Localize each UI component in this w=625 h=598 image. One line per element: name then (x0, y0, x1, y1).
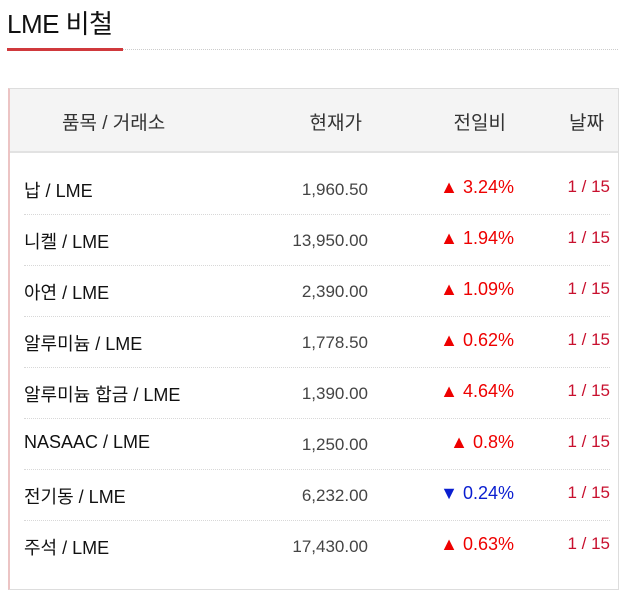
item-name: 알루미늄 / LME (24, 334, 143, 354)
change-value: ▲ 1.09% (440, 279, 514, 300)
change-value: ▲ 3.24% (440, 177, 514, 198)
triangle-up-icon: ▲ (440, 228, 458, 248)
date: 1 / 15 (567, 432, 610, 451)
table-row: 주석 / LME 17,430.00 ▲ 0.63% 1 / 15 (24, 520, 610, 571)
table-row: 아연 / LME 2,390.00 ▲ 1.09% 1 / 15 (24, 265, 610, 317)
change-percent: 1.94% (462, 228, 514, 248)
title-underline (7, 48, 123, 51)
date: 1 / 15 (567, 534, 610, 553)
triangle-up-icon: ▲ (440, 381, 458, 401)
table-row: 알루미늄 / LME 1,778.50 ▲ 0.62% 1 / 15 (24, 316, 610, 368)
table-row: 알루미늄 합금 / LME 1,390.00 ▲ 4.64% 1 / 15 (24, 367, 610, 419)
triangle-up-icon: ▲ (440, 330, 458, 350)
triangle-up-icon: ▲ (440, 534, 458, 554)
change-value: ▲ 0.62% (440, 330, 514, 351)
item-name: 납 / LME (24, 181, 93, 201)
item-name: 니켈 / LME (24, 232, 110, 252)
page-title: LME 비철 (7, 9, 113, 39)
item-name: 전기동 / LME (24, 487, 126, 507)
title-divider (123, 49, 618, 50)
change-value: ▲ 0.63% (440, 534, 514, 555)
change-percent: 0.8% (472, 432, 514, 452)
header-date: 날짜 (569, 113, 604, 134)
header-change: 전일비 (453, 113, 506, 134)
change-percent: 1.09% (462, 279, 514, 299)
current-price: 6,232.00 (301, 486, 368, 505)
table-row: NASAAC / LME 1,250.00 ▲ 0.8% 1 / 15 (24, 418, 610, 470)
lme-table: 품목 / 거래소 현재가 전일비 날짜 납 / LME 1,960.50 ▲ 3… (8, 88, 619, 590)
current-price: 1,390.00 (301, 384, 368, 403)
current-price: 1,250.00 (301, 435, 368, 454)
triangle-up-icon: ▲ (440, 177, 458, 197)
change-percent: 0.24% (462, 483, 514, 503)
item-name: 아연 / LME (24, 283, 110, 303)
item-name: NASAAC / LME (24, 432, 151, 452)
triangle-down-icon: ▼ (440, 483, 458, 503)
change-percent: 3.24% (462, 177, 514, 197)
table-row: 납 / LME 1,960.50 ▲ 3.24% 1 / 15 (24, 163, 610, 215)
date: 1 / 15 (567, 330, 610, 349)
date: 1 / 15 (567, 483, 610, 502)
table-row: 전기동 / LME 6,232.00 ▼ 0.24% 1 / 15 (24, 469, 610, 521)
current-price: 2,390.00 (301, 282, 368, 301)
triangle-up-icon: ▲ (440, 279, 458, 299)
triangle-up-icon: ▲ (450, 432, 468, 452)
current-price: 17,430.00 (292, 537, 368, 556)
current-price: 13,950.00 (292, 231, 368, 250)
date: 1 / 15 (567, 381, 610, 400)
date: 1 / 15 (567, 279, 610, 298)
date: 1 / 15 (567, 177, 610, 196)
change-value: ▲ 0.8% (450, 432, 514, 453)
table-row: 니켈 / LME 13,950.00 ▲ 1.94% 1 / 15 (24, 214, 610, 266)
header-item: 품목 / 거래소 (62, 113, 166, 134)
change-percent: 4.64% (462, 381, 514, 401)
table-header: 품목 / 거래소 현재가 전일비 날짜 (10, 89, 618, 153)
current-price: 1,960.50 (301, 180, 368, 199)
item-name: 알루미늄 합금 / LME (24, 385, 181, 405)
change-percent: 0.63% (462, 534, 514, 554)
change-value: ▲ 4.64% (440, 381, 514, 402)
date: 1 / 15 (567, 228, 610, 247)
header-price: 현재가 (309, 113, 362, 134)
current-price: 1,778.50 (301, 333, 368, 352)
change-value: ▲ 1.94% (440, 228, 514, 249)
change-percent: 0.62% (462, 330, 514, 350)
item-name: 주석 / LME (24, 538, 110, 558)
change-value: ▼ 0.24% (440, 483, 514, 504)
